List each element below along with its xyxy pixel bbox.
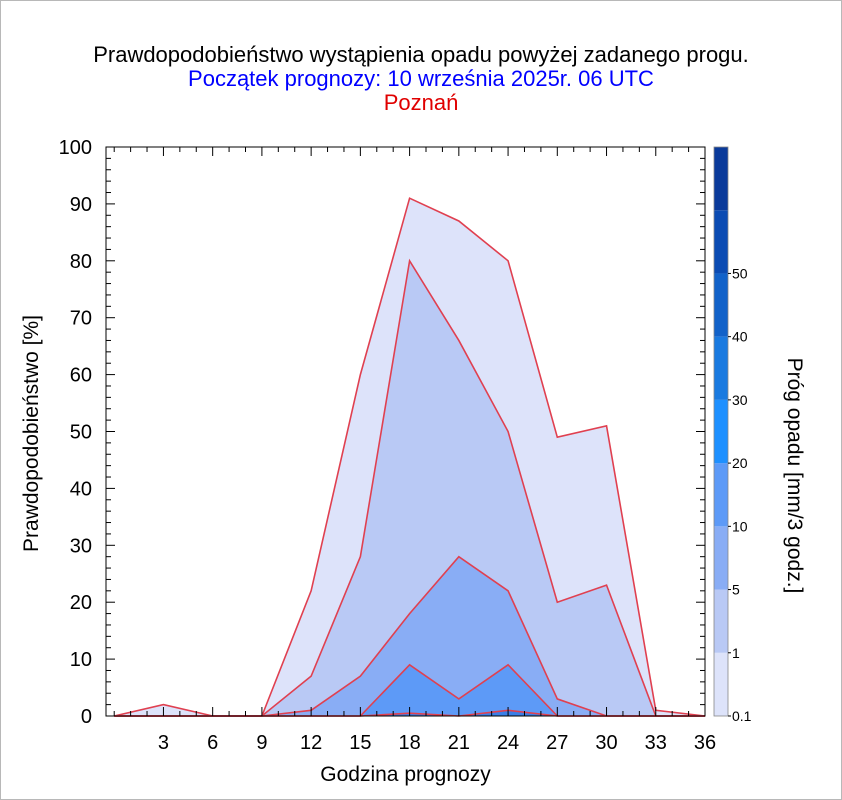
x-tick-label: 18	[398, 732, 420, 754]
colorbar	[713, 146, 729, 717]
y-axis-label: Prawdopodobieństwo [%]	[20, 315, 43, 552]
x-axis-label: Godzina prognozy	[320, 763, 491, 786]
colorbar-segment	[714, 652, 728, 716]
colorbar-segment	[714, 147, 728, 211]
colorbar-tick-label: 10	[732, 518, 748, 534]
y-tick-label: 90	[70, 194, 92, 216]
y-tick-label: 50	[70, 422, 92, 444]
chart-subtitle: Początek prognozy: 10 września 2025r. 06…	[188, 66, 654, 91]
area-series-10	[114, 664, 705, 716]
y-tick-label: 100	[59, 137, 92, 159]
x-tick-label: 27	[546, 732, 568, 754]
y-tick-label: 30	[70, 535, 92, 557]
x-tick-label: 3	[158, 732, 169, 754]
y-tick-label: 0	[81, 706, 92, 728]
colorbar-tick-label: 0.1	[732, 708, 752, 724]
x-tick-label: 30	[595, 732, 617, 754]
colorbar-tick-label: 1	[732, 645, 740, 661]
x-tick-label: 12	[300, 732, 322, 754]
y-tick-label: 70	[70, 308, 92, 330]
chart-title: Prawdopodobieństwo wystąpienia opadu pow…	[93, 42, 749, 67]
x-tick-label: 6	[207, 732, 218, 754]
colorbar-label: Próg opadu [mm/3 godz.]	[783, 358, 806, 594]
colorbar-tick-label: 30	[732, 392, 748, 408]
colorbar-segment	[714, 273, 728, 337]
plot-area-border	[105, 146, 706, 717]
colorbar-segment	[714, 526, 728, 590]
area-series-5	[114, 556, 705, 716]
y-tick-label: 20	[70, 592, 92, 614]
y-tick-label: 60	[70, 365, 92, 387]
x-tick-labels: 3 6 9 12 15 18 21 24 27 30 33 36	[158, 732, 716, 754]
colorbar-tick-labels: 0.1 1 5 10 20 30 40 50	[728, 265, 752, 724]
x-tick-label: 21	[448, 732, 470, 754]
location-label: Poznań	[383, 90, 459, 115]
x-tick-label: 15	[349, 732, 371, 754]
colorbar-segment	[714, 399, 728, 464]
colorbar-segment	[714, 463, 728, 527]
y-tick-label: 10	[70, 649, 92, 671]
x-tick-label: 24	[497, 732, 519, 754]
colorbar-tick-label: 40	[732, 329, 748, 345]
colorbar-tick-label: 50	[732, 265, 748, 281]
y-tick-labels: 0 10 20 30 40 50 60 70 80 90 100	[59, 137, 92, 728]
x-tick-label: 36	[694, 732, 716, 754]
axis-ticks-group	[106, 146, 706, 717]
colorbar-segment	[714, 210, 728, 274]
area-series-group	[114, 198, 705, 716]
y-tick-label: 80	[70, 251, 92, 273]
colorbar-tick-label: 5	[732, 582, 740, 598]
colorbar-border	[713, 146, 729, 717]
x-tick-label: 33	[645, 732, 667, 754]
colorbar-segment	[714, 336, 728, 400]
x-tick-label: 9	[256, 732, 267, 754]
y-tick-label: 40	[70, 478, 92, 500]
colorbar-tick-label: 20	[732, 455, 748, 471]
colorbar-segment	[714, 589, 728, 653]
